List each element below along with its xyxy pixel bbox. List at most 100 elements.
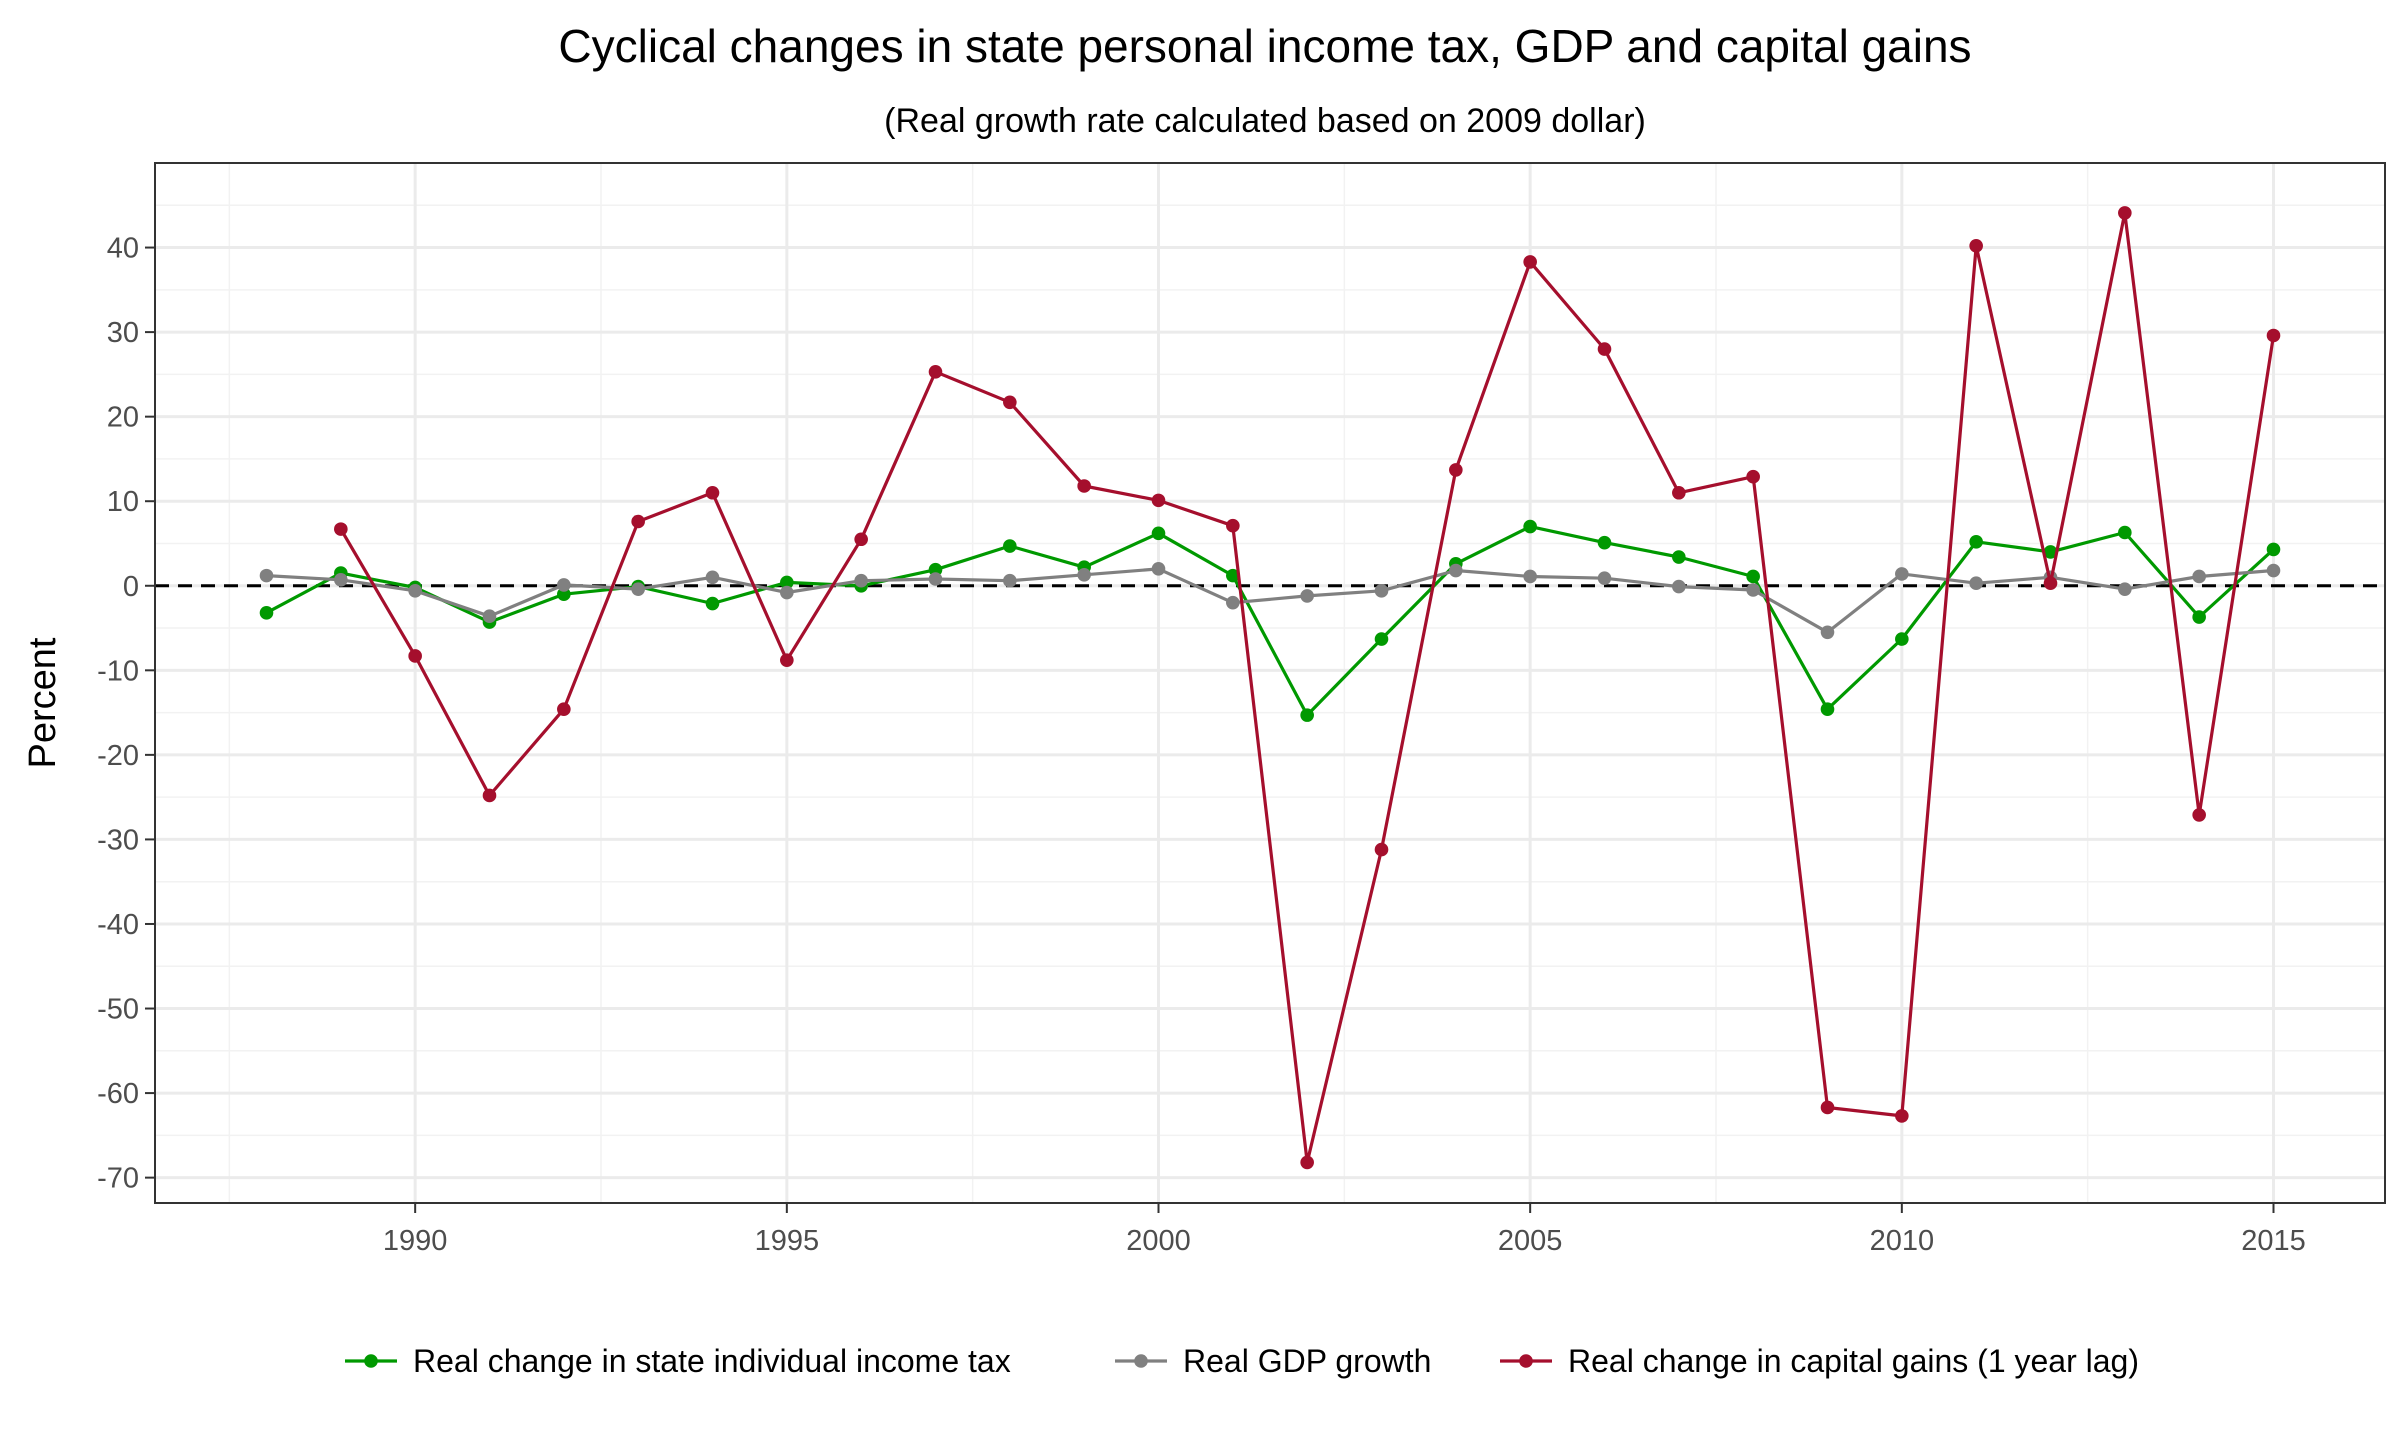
data-point-s0-2002	[1300, 708, 1314, 722]
data-point-s1-2002	[1300, 589, 1314, 603]
y-tick-label: 10	[107, 486, 139, 518]
chart-title: Cyclical changes in state personal incom…	[558, 20, 1971, 72]
data-point-s1-2010	[1895, 567, 1909, 581]
data-point-s1-1999	[1077, 567, 1091, 582]
y-tick-label: -50	[97, 994, 139, 1026]
legend-key-point-2	[1519, 1354, 1533, 1368]
data-point-s0-2013	[2118, 525, 2132, 540]
data-point-s2-1994	[705, 485, 720, 500]
legend-key-point-1	[1134, 1354, 1148, 1368]
data-point-s2-2007	[1672, 485, 1686, 500]
data-point-s2-1996	[854, 532, 868, 547]
data-point-s1-1996	[854, 573, 868, 588]
y-axis-label: Percent	[22, 637, 64, 768]
data-point-s0-2010	[1895, 632, 1909, 646]
data-point-s2-2001	[1226, 518, 1240, 533]
data-point-s2-2015	[2266, 328, 2281, 343]
data-point-s2-1991	[482, 788, 497, 803]
data-point-s0-1997	[928, 562, 943, 577]
x-tick-label: 2010	[1870, 1225, 1935, 1257]
data-point-s0-2012	[2043, 545, 2058, 559]
data-point-s1-2015	[2266, 563, 2281, 578]
data-point-s2-2002	[1300, 1155, 1314, 1170]
data-point-s1-1988	[259, 568, 274, 583]
data-point-s1-1990	[408, 584, 422, 598]
data-point-s1-1994	[705, 570, 720, 585]
data-point-s2-2008	[1746, 469, 1760, 484]
data-point-s2-1999	[1077, 479, 1091, 493]
data-point-s2-2009	[1820, 1100, 1835, 1115]
y-tick-label: -10	[97, 655, 139, 687]
y-tick-label: -30	[97, 824, 139, 856]
data-point-s1-2005	[1523, 569, 1537, 584]
data-point-s2-1990	[408, 649, 422, 663]
data-point-s1-2011	[1969, 576, 1983, 591]
x-tick-label: 2015	[2241, 1225, 2306, 1257]
data-point-s1-2014	[2192, 569, 2206, 584]
y-tick-label: -60	[97, 1078, 139, 1110]
panel-border	[154, 162, 2386, 1204]
data-point-s0-2003	[1374, 632, 1389, 646]
series-line-2	[339, 211, 2276, 1165]
data-point-s1-1989	[334, 573, 348, 587]
legend-key-point-0	[364, 1354, 378, 1368]
data-point-s2-2005	[1523, 255, 1537, 269]
data-point-s1-1997	[928, 572, 943, 586]
data-point-s1-2004	[1449, 563, 1463, 578]
data-point-s2-2014	[2192, 808, 2206, 822]
data-point-s2-2013	[2118, 206, 2132, 220]
data-point-s0-2006	[1597, 535, 1612, 550]
data-point-s0-1988	[259, 606, 274, 620]
data-point-s0-2014	[2192, 610, 2206, 624]
data-point-s1-2001	[1226, 595, 1240, 610]
legend: Real change in state individual income t…	[345, 1343, 2139, 1379]
data-point-s1-1998	[1003, 573, 1017, 588]
data-point-s1-2013	[2118, 582, 2132, 596]
y-tick-label: 40	[107, 233, 139, 265]
data-point-s1-1992	[557, 578, 571, 592]
data-point-s0-2007	[1672, 550, 1686, 564]
data-point-s2-2003	[1374, 842, 1389, 857]
y-tick-label: -70	[97, 1163, 139, 1195]
data-point-s0-2009	[1820, 702, 1835, 717]
data-point-s0-1992	[557, 587, 571, 602]
data-point-s0-2005	[1523, 519, 1537, 534]
data-point-s1-1995	[780, 585, 794, 600]
x-tick-label: 2005	[1498, 1225, 1563, 1257]
data-point-s0-1994	[705, 596, 720, 611]
data-point-s0-1995	[780, 575, 794, 590]
data-point-s2-1997	[928, 365, 943, 379]
data-point-s1-2006	[1597, 571, 1612, 585]
x-tick-label: 1995	[755, 1225, 820, 1257]
data-point-s0-2015	[2266, 542, 2281, 557]
y-tick-label: 0	[123, 571, 139, 603]
data-point-s2-1992	[557, 702, 571, 717]
data-point-s1-2009	[1820, 625, 1835, 640]
legend-label-2: Real change in capital gains (1 year lag…	[1568, 1343, 2139, 1379]
data-point-s1-2008	[1746, 583, 1760, 597]
data-point-s0-2008	[1746, 569, 1760, 584]
data-point-s2-2011	[1969, 239, 1983, 253]
y-tick-label: 30	[107, 317, 139, 349]
data-point-s2-2006	[1597, 342, 1612, 356]
series-line-1	[266, 567, 2274, 634]
y-tick-label: -20	[97, 740, 139, 772]
legend-label-1: Real GDP growth	[1183, 1343, 1431, 1379]
data-point-s0-2001	[1226, 568, 1240, 583]
data-point-s1-1991	[482, 609, 497, 624]
data-point-s2-2000	[1151, 493, 1166, 508]
data-point-s1-2000	[1151, 562, 1166, 576]
x-tick-label: 1990	[383, 1225, 448, 1257]
data-point-s1-2007	[1672, 579, 1686, 594]
data-point-s2-2010	[1895, 1109, 1909, 1123]
data-point-s0-1998	[1003, 539, 1017, 553]
data-point-s2-1998	[1003, 395, 1017, 410]
legend-label-0: Real change in state individual income t…	[413, 1343, 1011, 1379]
series-line-0	[265, 524, 2275, 717]
data-point-s2-1993	[631, 514, 645, 529]
plot-area: 1990 1995 2000 2005 2010 2015-70-60-50-40-30-…	[97, 162, 2386, 1257]
chart-subtitle: (Real growth rate calculated based on 20…	[884, 102, 1646, 140]
data-point-s2-2004	[1449, 463, 1463, 477]
x-tick-label: 2000	[1126, 1225, 1191, 1257]
